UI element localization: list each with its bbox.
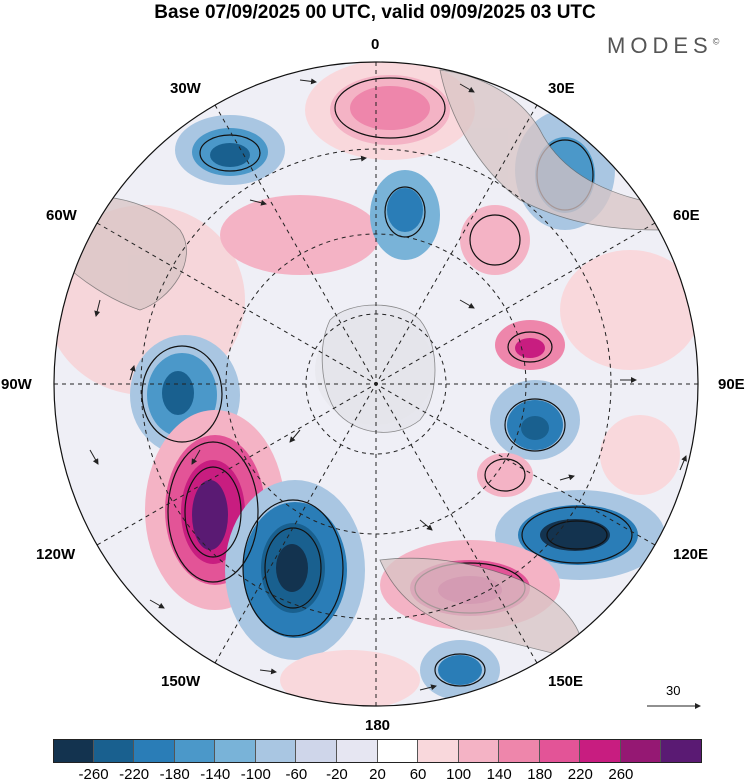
colorbar-segment bbox=[93, 739, 135, 763]
label-120e: 120E bbox=[673, 546, 709, 563]
label-60w: 60W bbox=[46, 207, 77, 224]
colorbar-tick-label: -180 bbox=[159, 766, 190, 783]
colorbar-segment bbox=[255, 739, 297, 763]
label-30w: 30W bbox=[170, 80, 201, 97]
colorbar-segment bbox=[499, 739, 540, 763]
colorbar-frame bbox=[53, 739, 702, 763]
brand-logo: MODES© bbox=[607, 33, 719, 59]
colorbar-segment bbox=[174, 739, 216, 763]
colorbar-segment bbox=[53, 739, 94, 763]
colorbar-segment bbox=[418, 739, 459, 763]
colorbar-segment bbox=[215, 739, 256, 763]
chart-title: Base 07/09/2025 00 UTC, valid 09/09/2025… bbox=[154, 2, 596, 23]
colorbar-tick-label: 140 bbox=[486, 766, 512, 783]
colorbar-tick-label: 220 bbox=[567, 766, 593, 783]
colorbar-segment bbox=[620, 739, 662, 763]
label-90e: 90E bbox=[718, 376, 745, 393]
label-0: 0 bbox=[371, 36, 380, 53]
colorbar-segment bbox=[134, 739, 175, 763]
colorbar-tick-label: -60 bbox=[285, 766, 308, 783]
colorbar-tick-label: 260 bbox=[608, 766, 634, 783]
colorbar-tick-label: 60 bbox=[409, 766, 427, 783]
graticule bbox=[54, 62, 698, 706]
brand-mark: © bbox=[712, 36, 720, 47]
colorbar-tick-label: -20 bbox=[326, 766, 348, 783]
label-120w: 120W bbox=[36, 546, 76, 563]
colorbar-tick-label: -220 bbox=[119, 766, 150, 783]
map-border bbox=[53, 61, 699, 707]
reference-vector-value: 30 bbox=[666, 683, 681, 698]
colorbar-tick-label: -260 bbox=[78, 766, 109, 783]
brand-name: MODES bbox=[607, 33, 713, 58]
colorbar-tick-label: -140 bbox=[200, 766, 231, 783]
label-180: 180 bbox=[365, 717, 391, 734]
colorbar-segment bbox=[580, 739, 621, 763]
colorbar-segment bbox=[539, 739, 581, 763]
coastlines bbox=[59, 69, 661, 661]
colorbar-tick-label: 20 bbox=[369, 766, 386, 783]
label-150w: 150W bbox=[161, 673, 201, 690]
label-60e: 60E bbox=[673, 207, 700, 224]
colorbar-segment bbox=[336, 739, 378, 763]
colorbar-tick-label: 100 bbox=[446, 766, 472, 783]
label-30e: 30E bbox=[548, 80, 575, 97]
label-90w: 90W bbox=[1, 376, 32, 393]
colorbar-tick-label: -100 bbox=[240, 766, 271, 783]
colorbar-tick-label: 180 bbox=[527, 766, 553, 783]
label-150e: 150E bbox=[548, 673, 584, 690]
colorbar-segment bbox=[377, 739, 419, 763]
colorbar-segment bbox=[458, 739, 500, 763]
colorbar-segment bbox=[296, 739, 337, 763]
